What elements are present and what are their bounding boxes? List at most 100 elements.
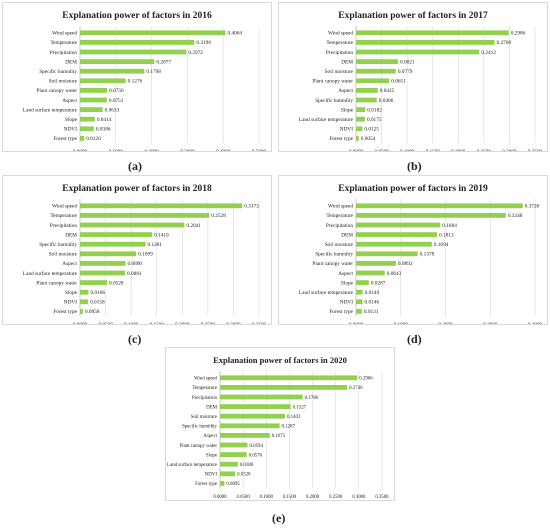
x-tick-label: 0.0000 <box>349 149 364 151</box>
bar-value-label: 0.0182 <box>367 107 382 113</box>
category-label: Aspect <box>338 271 353 277</box>
bar-value-label: 0.1798 <box>146 69 161 75</box>
caption-b: (b) <box>407 159 422 173</box>
category-label: Soil moisture <box>325 242 354 248</box>
chart-title: Explanation power of factors in 2019 <box>338 184 488 194</box>
bar <box>356 203 523 209</box>
chart-title: Explanation power of factors in 2016 <box>62 11 212 21</box>
category-label: Forest type <box>329 136 353 142</box>
bar <box>356 213 506 218</box>
bar <box>356 68 396 74</box>
category-label: Land surface temperature <box>299 116 354 123</box>
category-label: Slope <box>206 453 217 458</box>
bar-value-label: 0.3348 <box>508 213 523 219</box>
x-tick-label: 0.3500 <box>375 495 389 500</box>
bar-value-label: 0.1527 <box>293 405 307 410</box>
chart-svg-2016: Explanation power of factors in 2016 0.00… <box>23 11 267 151</box>
bar <box>220 404 291 409</box>
category-label: Specific humidity <box>182 425 217 430</box>
bar <box>80 116 95 122</box>
x-tick-label: 0.0000 <box>73 322 88 324</box>
bar <box>220 433 270 438</box>
chart-title: Explanation power of factors in 2018 <box>62 184 212 194</box>
x-tick-label: 0.2500 <box>329 495 343 500</box>
bar-value-label: 0.0633 <box>105 107 120 113</box>
bar-value-label: 0.0095 <box>226 482 240 487</box>
chart-svg-2018: Explanation power of factors in 2018 0.00… <box>23 184 267 324</box>
bar <box>220 461 238 467</box>
bar <box>356 299 363 305</box>
x-tick-label: 0.1500 <box>283 495 297 500</box>
bar-value-label: 0.0414 <box>97 117 112 123</box>
category-label: Plant canopy water <box>180 444 218 449</box>
bar <box>80 88 108 93</box>
caption-c: (c) <box>128 332 142 346</box>
chart-title: Explanation power of factors in 2020 <box>213 355 347 365</box>
category-label: DEM <box>65 232 77 238</box>
bar-value-label: 0.1287 <box>282 425 296 430</box>
category-label: Wind speed <box>194 377 218 382</box>
bar-value-label: 0.0120 <box>86 136 101 142</box>
category-label: Specific humidity <box>315 97 353 104</box>
bar-value-label: 0.0386 <box>240 463 254 468</box>
chart-panel-2017: Explanation power of factors in 2017 0.00… <box>278 2 548 152</box>
bar-value-label: 0.0175 <box>367 117 382 123</box>
bar <box>356 126 363 132</box>
category-label: Slope <box>65 290 78 296</box>
category-label: Specific humidity <box>39 241 77 248</box>
category-label: Forest type <box>329 309 353 315</box>
bar <box>220 452 247 457</box>
bar <box>356 136 359 141</box>
bar <box>80 270 126 276</box>
bar-value-label: 0.1884 <box>442 223 457 229</box>
category-label: Plant canopy water <box>36 88 77 94</box>
x-tick-label: 0.1500 <box>426 149 441 151</box>
x-tick-label: 0.3000 <box>483 322 498 324</box>
category-label: DEM <box>65 59 77 65</box>
bar-value-label: 0.1410 <box>154 232 169 238</box>
x-tick-label: 0.3000 <box>180 149 195 151</box>
category-label: Wind speed <box>52 31 77 37</box>
chart-panel-2016: Explanation power of factors in 2016 0.00… <box>2 2 272 152</box>
bar <box>220 385 348 390</box>
x-tick-label: 0.2000 <box>175 322 190 324</box>
bar <box>356 241 432 247</box>
bar-value-label: 0.0425 <box>380 88 395 94</box>
bar-value-label: 0.0576 <box>249 453 263 458</box>
bar <box>80 261 126 266</box>
bar <box>80 78 126 84</box>
x-tick-label: 0.2000 <box>451 149 466 151</box>
category-label: Temperature <box>50 40 77 46</box>
bar <box>80 136 85 141</box>
chart-svg-2019: Explanation power of factors in 2019 0.00… <box>299 184 543 324</box>
bar-value-label: 0.0054 <box>361 136 376 142</box>
x-tick-label: 0.1000 <box>394 322 409 324</box>
category-label: Plant canopy water <box>312 261 353 267</box>
category-label: Wind speed <box>52 204 77 210</box>
category-label: Temperature <box>192 386 217 391</box>
category-label: Land surface temperature <box>299 289 354 296</box>
category-label: Wind speed <box>328 31 353 37</box>
category-label: Precipitation <box>50 50 77 56</box>
x-tick-label: 0.0000 <box>349 322 364 324</box>
bar <box>80 299 89 305</box>
bar-value-label: 0.1786 <box>305 396 319 401</box>
category-label: Aspect <box>338 88 353 94</box>
bar-value-label: 0.0651 <box>391 79 406 85</box>
x-tick-label: 0.4000 <box>216 149 231 151</box>
bar <box>220 394 303 400</box>
x-tick-label: 0.1500 <box>150 322 165 324</box>
x-tick-label: 0.2500 <box>477 149 492 151</box>
bar <box>356 97 377 103</box>
category-label: Soil moisture <box>325 69 354 75</box>
bar-value-label: 0.1694 <box>434 242 449 248</box>
x-tick-label: 0.1000 <box>260 495 274 500</box>
x-tick-label: 0.0000 <box>73 149 88 151</box>
category-label: Temperature <box>326 213 353 219</box>
category-label: Soil moisture <box>49 79 78 85</box>
category-label: Temperature <box>326 40 353 46</box>
category-label: Land surface temperature <box>167 463 217 468</box>
chart-svg-2020: Explanation power of factors in 2020 0.00… <box>167 355 389 500</box>
bar-value-label: 0.2041 <box>186 223 201 229</box>
caption-e: (e) <box>272 511 286 525</box>
